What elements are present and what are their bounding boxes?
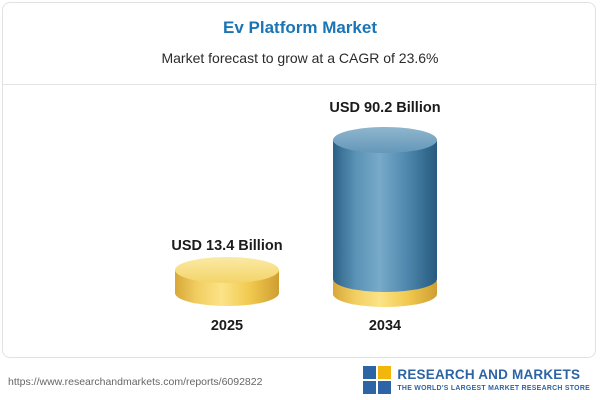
chart-card [2, 2, 596, 358]
bar-2034-top [333, 127, 437, 153]
research-and-markets-logo: RESEARCH AND MARKETS THE WORLD'S LARGEST… [363, 366, 590, 394]
header-divider [3, 84, 597, 85]
logo-name: RESEARCH AND MARKETS [397, 367, 581, 383]
chart-subtitle: Market forecast to grow at a CAGR of 23.… [161, 50, 439, 66]
data-label-2025: USD 13.4 Billion [171, 238, 283, 254]
logo-text: RESEARCH AND MARKETS THE WORLD'S LARGEST… [397, 367, 590, 392]
logo-square-blue-2 [363, 381, 377, 394]
data-label-2034: USD 90.2 Billion [329, 100, 441, 116]
logo-tagline: THE WORLD'S LARGEST MARKET RESEARCH STOR… [397, 384, 590, 392]
category-label-2025: 2025 [210, 318, 244, 334]
bar-2025-top [175, 257, 279, 283]
logo-square-blue-3 [378, 381, 392, 394]
bar-2034 [333, 140, 437, 292]
report-url: https://www.researchandmarkets.com/repor… [8, 376, 263, 388]
logo-squares-icon [363, 366, 392, 394]
logo-square-yellow [378, 366, 392, 379]
chart-title: Ev Platform Market [223, 18, 377, 37]
logo-square-blue-1 [363, 366, 377, 379]
category-label-2034: 2034 [368, 318, 402, 334]
